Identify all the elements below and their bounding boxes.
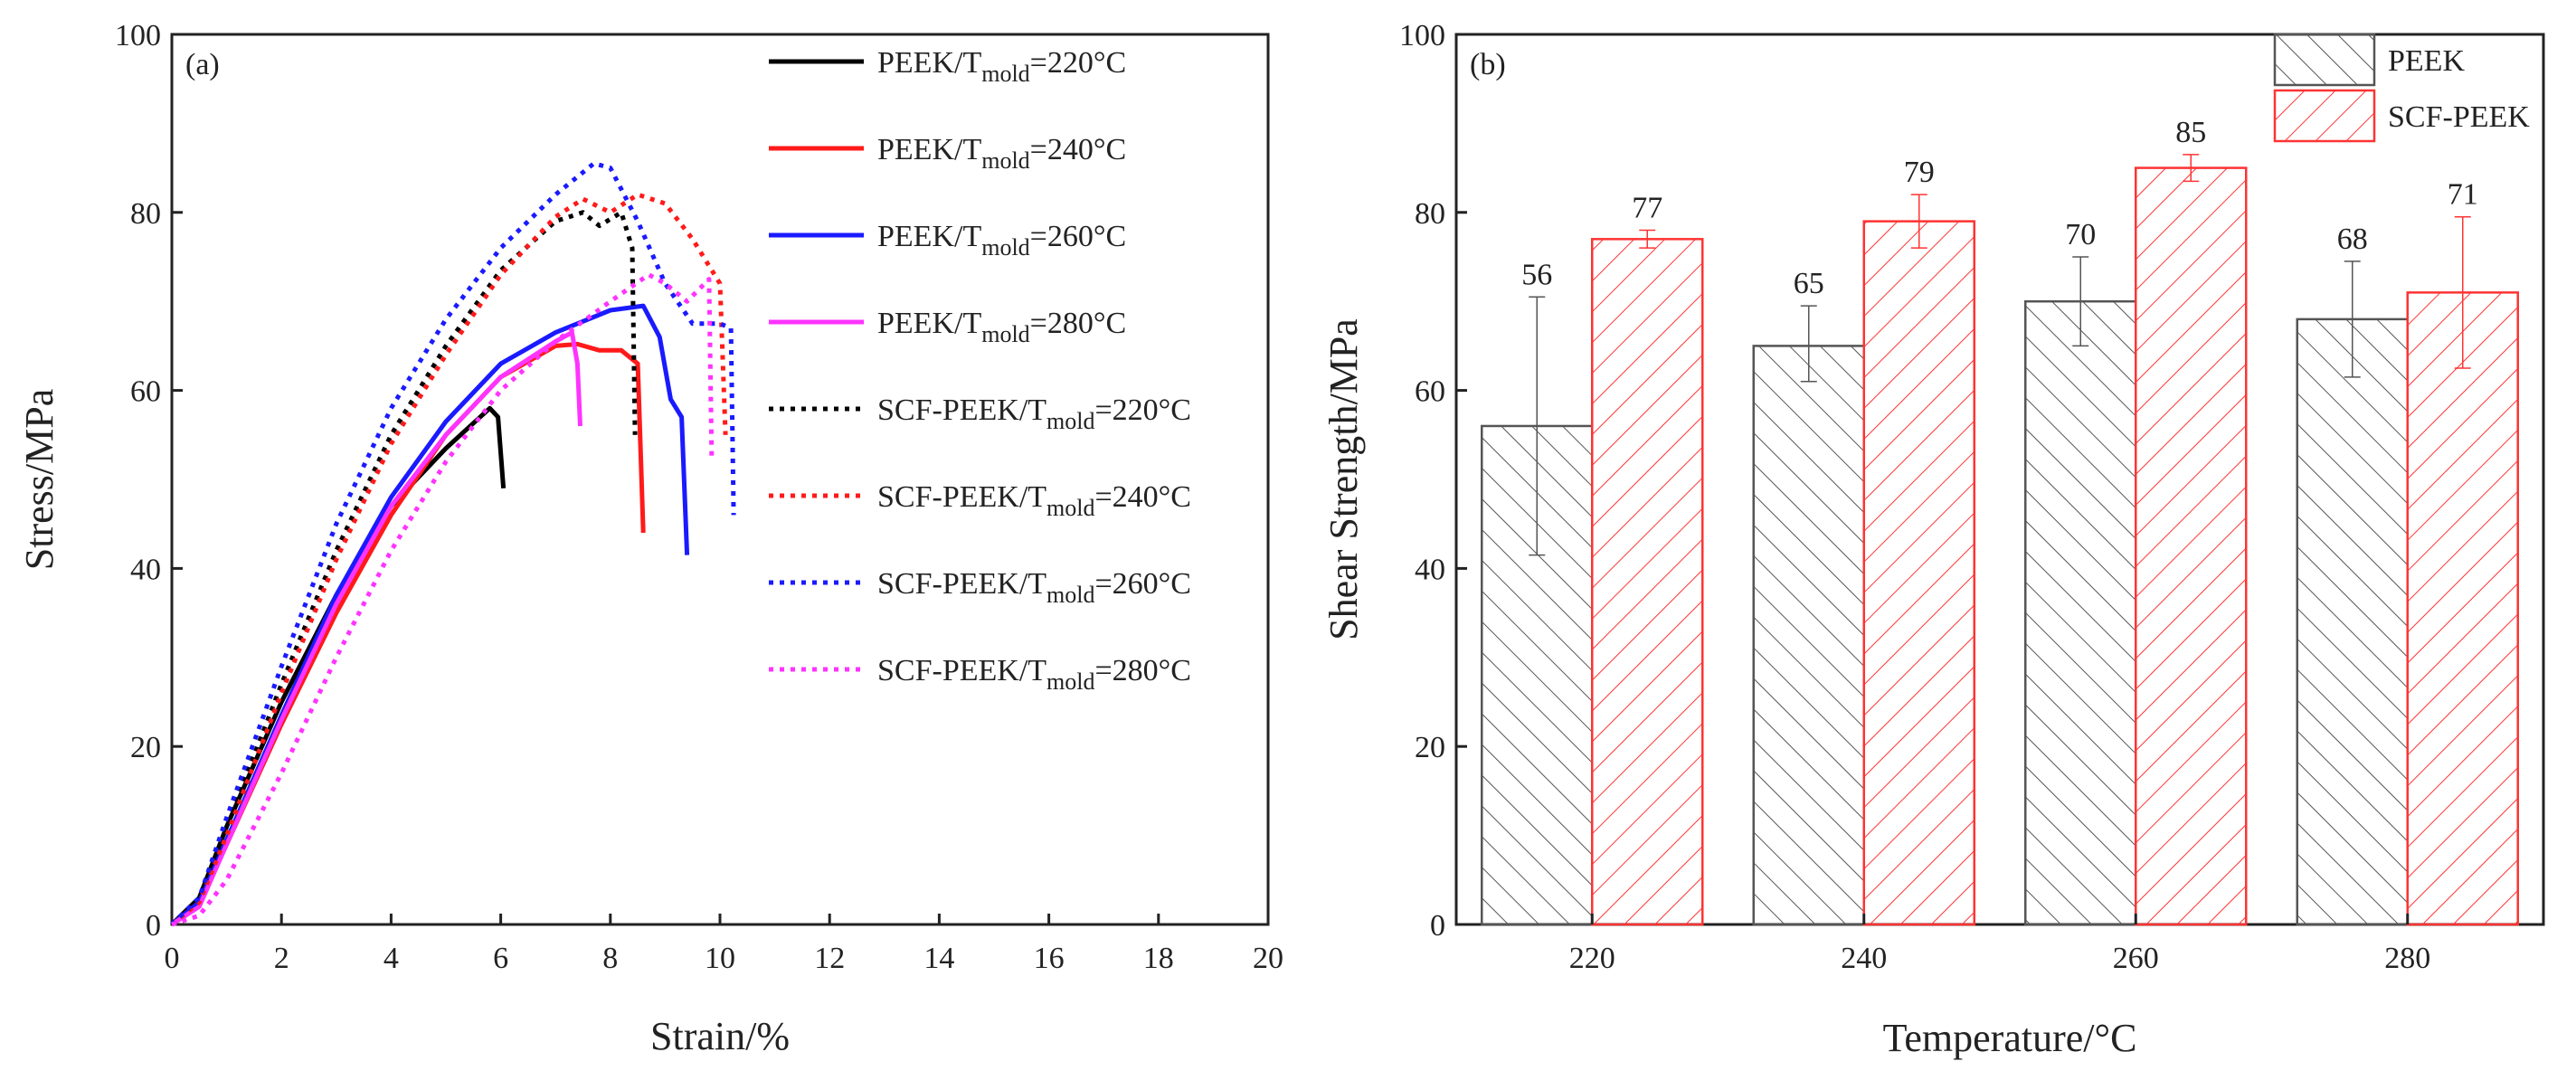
x-tick-label: 16 — [1034, 942, 1065, 975]
x-tick-label: 14 — [923, 942, 954, 975]
series-line — [170, 303, 690, 926]
data-label: 79 — [1904, 156, 1935, 189]
data-label: 70 — [2065, 218, 2096, 251]
y-ticks-b: 0 20 40 60 80 100 — [1399, 19, 1467, 943]
y-tick-label: 60 — [130, 375, 161, 409]
plot-frame-a — [170, 33, 1270, 926]
data-label: 85 — [2175, 116, 2206, 149]
y-tick-label: 80 — [130, 197, 161, 231]
series-line — [170, 161, 736, 926]
data-label: 65 — [1794, 267, 1824, 300]
bar — [2024, 299, 2137, 926]
legend-label: PEEK — [2388, 44, 2465, 78]
data-label: 56 — [1521, 258, 1552, 291]
legend-label: SCF-PEEK/Tmold=240°C — [877, 480, 1191, 521]
y-tick-label: 80 — [1415, 197, 1445, 231]
legend-swatch — [2273, 33, 2376, 87]
panel-label-a: (a) — [185, 48, 220, 81]
data-label: 77 — [1632, 191, 1662, 224]
x-tick-label: 10 — [705, 942, 735, 975]
data-label: 68 — [2337, 223, 2368, 256]
legend-label: PEEK/Tmold=260°C — [877, 220, 1126, 261]
bar — [1591, 238, 1704, 926]
y-axis-title-b: Shear Strength/MPa — [1321, 318, 1366, 640]
legend-label: SCF-PEEK — [2388, 100, 2530, 134]
y-tick-label: 60 — [1415, 375, 1445, 409]
bar — [2406, 291, 2519, 926]
y-tick-label: 100 — [1399, 19, 1445, 52]
x-axis-title-b: Temperature/°C — [1883, 1016, 2137, 1060]
x-tick-label: 280 — [2384, 942, 2430, 975]
x-tick-label: 0 — [165, 942, 180, 975]
bar — [1862, 220, 1975, 926]
y-tick-label: 20 — [1415, 731, 1445, 764]
legend-label: PEEK/Tmold=220°C — [877, 46, 1126, 87]
x-tick-label: 12 — [814, 942, 845, 975]
legend-label: PEEK/Tmold=280°C — [877, 307, 1126, 347]
series-line — [170, 330, 582, 927]
y-tick-label: 40 — [130, 553, 161, 586]
y-tick-label: 0 — [146, 909, 161, 943]
x-tick-label: 240 — [1841, 942, 1887, 975]
x-tick-label: 260 — [2113, 942, 2159, 975]
x-tick-label: 20 — [1253, 942, 1283, 975]
x-tick-label: 6 — [493, 942, 508, 975]
series-line — [170, 210, 638, 926]
x-ticks-b: 220 240 260 280 — [1569, 914, 2430, 975]
legend-swatch — [2273, 89, 2376, 143]
x-axis-title-a: Strain/% — [650, 1014, 790, 1058]
stress-strain-chart: 0 20 40 60 80 100 0 2 4 6 8 10 12 14 16 18 20 (a) Strai… — [17, 19, 1283, 1058]
bar — [2296, 318, 2409, 926]
bar — [2135, 166, 2248, 926]
legend-a: PEEK/Tmold=220°C PEEK/Tmold=240°C PEEK/Tmo… — [769, 46, 1191, 695]
x-ticks-a: 0 2 4 6 8 10 12 14 16 18 20 — [165, 914, 1283, 975]
series-line — [170, 341, 646, 926]
y-tick-label: 20 — [130, 731, 161, 764]
legend-b: PEEK SCF-PEEK — [2273, 33, 2530, 143]
legend-label: SCF-PEEK/Tmold=280°C — [877, 654, 1191, 695]
y-tick-label: 100 — [115, 19, 161, 52]
plot-frame-b — [1454, 33, 2545, 926]
series-line — [170, 192, 728, 926]
data-label: 71 — [2448, 178, 2478, 212]
line-series-group — [170, 161, 736, 927]
x-tick-label: 4 — [384, 942, 399, 975]
x-tick-label: 18 — [1143, 942, 1174, 975]
x-tick-label: 8 — [602, 942, 618, 975]
legend-label: PEEK/Tmold=240°C — [877, 133, 1126, 174]
y-axis-title-a: Stress/MPa — [17, 389, 62, 570]
y-ticks-a: 0 20 40 60 80 100 — [115, 19, 183, 943]
bar-group: 56 77 65 79 70 85 68 71 — [1481, 116, 2519, 926]
panel-label-b: (b) — [1470, 48, 1506, 81]
y-tick-label: 40 — [1415, 553, 1445, 586]
bar — [1752, 345, 1865, 926]
x-tick-label: 2 — [274, 942, 289, 975]
series-line — [171, 272, 715, 927]
y-tick-label: 0 — [1430, 909, 1445, 943]
legend-label: SCF-PEEK/Tmold=260°C — [877, 567, 1191, 608]
x-tick-label: 220 — [1569, 942, 1615, 975]
legend-label: SCF-PEEK/Tmold=220°C — [877, 393, 1191, 434]
